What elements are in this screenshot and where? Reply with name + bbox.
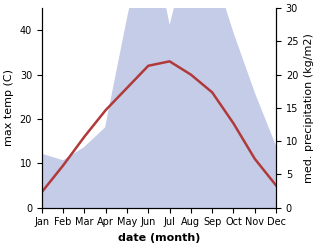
X-axis label: date (month): date (month) bbox=[118, 233, 200, 243]
Y-axis label: med. precipitation (kg/m2): med. precipitation (kg/m2) bbox=[304, 33, 314, 183]
Y-axis label: max temp (C): max temp (C) bbox=[4, 69, 14, 146]
